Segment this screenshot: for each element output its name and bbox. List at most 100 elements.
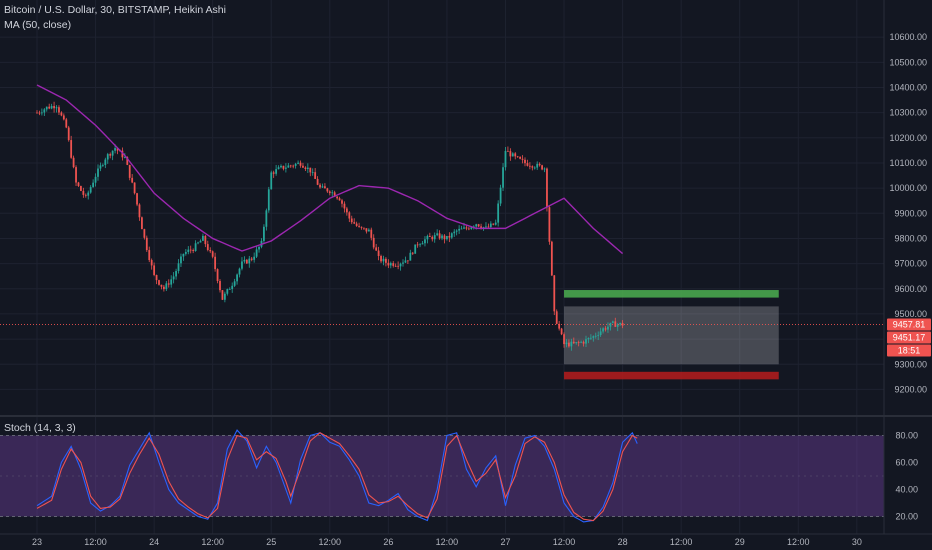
candle-body [377, 250, 380, 257]
candle-body [121, 150, 124, 158]
candle-body [504, 150, 507, 168]
time-tick-label: 23 [32, 537, 42, 547]
candle-body [258, 246, 260, 250]
candle-body [116, 148, 119, 151]
candle-body [541, 165, 543, 170]
candle-body [460, 228, 463, 230]
candle-body [580, 341, 583, 343]
candle-body [172, 276, 175, 280]
candle-body [216, 269, 219, 282]
time-tick-label: 12:00 [319, 537, 342, 547]
candle-body [528, 165, 531, 167]
candle-body [92, 182, 95, 188]
candle-body [75, 167, 77, 183]
position-overlays[interactable] [564, 290, 779, 380]
candle-body [333, 192, 336, 197]
candle-body [82, 190, 85, 195]
candle-body [70, 140, 73, 158]
candle-body [148, 250, 151, 261]
price-tick-label: 9200.00 [894, 384, 927, 394]
candle-body [414, 244, 417, 254]
candle-body [311, 172, 314, 173]
candle-body [328, 191, 331, 194]
candle-body [375, 247, 378, 251]
candle-body [104, 159, 107, 165]
price-tick-label: 10300.00 [889, 108, 927, 118]
candle-body [319, 184, 321, 188]
candle-body [211, 251, 214, 257]
candle-body [289, 165, 292, 167]
candle-body [165, 283, 168, 290]
candle-body [136, 193, 138, 205]
candle-body [40, 112, 43, 114]
candle-body [604, 328, 607, 330]
candle-body [67, 127, 70, 141]
ma-legend[interactable]: MA (50, close) [4, 19, 72, 31]
symbol-legend[interactable]: Bitcoin / U.S. Dollar, 30, BITSTAMP, Hei… [4, 4, 226, 16]
stoch-legend[interactable]: Stoch (14, 3, 3) [4, 422, 76, 434]
candle-body [487, 226, 490, 228]
candle-body [597, 335, 600, 336]
stochastic-pane[interactable] [0, 429, 884, 523]
time-tick-label: 12:00 [84, 537, 107, 547]
candle-body [143, 229, 146, 238]
candle-body [77, 182, 80, 187]
candle-body [409, 252, 412, 261]
candle-body [546, 168, 548, 208]
candle-body [199, 240, 202, 243]
candle-body [133, 182, 136, 194]
candle-body [550, 241, 553, 276]
candle-body [558, 323, 561, 329]
time-tick-label: 28 [618, 537, 628, 547]
candle-body [389, 263, 392, 266]
candle-body [253, 256, 256, 260]
candle-body [192, 250, 195, 251]
candle-body [158, 280, 160, 285]
price-tick-label: 9600.00 [894, 284, 927, 294]
candle-body [248, 258, 251, 264]
second-price-label-bg [887, 331, 931, 344]
candle-body [575, 342, 578, 344]
candle-body [326, 188, 329, 192]
candle-body [131, 177, 134, 183]
price-tick-label: 10100.00 [889, 158, 927, 168]
candle-body [480, 226, 482, 229]
candle-body [197, 242, 199, 244]
bar-countdown-label: 18:51 [898, 346, 921, 356]
candle-body [314, 172, 317, 179]
candle-body [455, 230, 458, 232]
candle-body [443, 235, 446, 240]
candle-body [599, 331, 602, 336]
candle-body [582, 341, 585, 344]
stop-zone-box[interactable] [564, 371, 779, 380]
candle-body [202, 235, 204, 241]
candle-body [304, 167, 307, 170]
candle-body [109, 154, 112, 156]
candle-body [419, 244, 421, 246]
candle-body [255, 249, 258, 257]
candle-body [355, 223, 358, 226]
candle-body [421, 243, 424, 245]
candle-body [543, 168, 546, 170]
candle-body [353, 222, 356, 224]
candle-body [84, 194, 87, 196]
candle-body [150, 260, 153, 266]
candle-body [236, 274, 238, 282]
candle-body [294, 163, 297, 166]
stoch-stoch_d-line [36, 432, 638, 522]
time-tick-label: 25 [266, 537, 276, 547]
price-badges: 9457.81 9451.17 18:51 [887, 318, 931, 357]
candle-body [284, 167, 287, 169]
target-zone-box[interactable] [564, 290, 779, 298]
candle-body [372, 237, 375, 248]
trade-range-box[interactable] [564, 306, 779, 365]
candle-body [250, 258, 253, 260]
candle-body [226, 289, 229, 294]
candle-body [99, 165, 102, 169]
candle-body [277, 167, 280, 170]
moving-average-layer [36, 84, 624, 255]
candle-body [533, 167, 536, 169]
candle-body [233, 281, 236, 286]
